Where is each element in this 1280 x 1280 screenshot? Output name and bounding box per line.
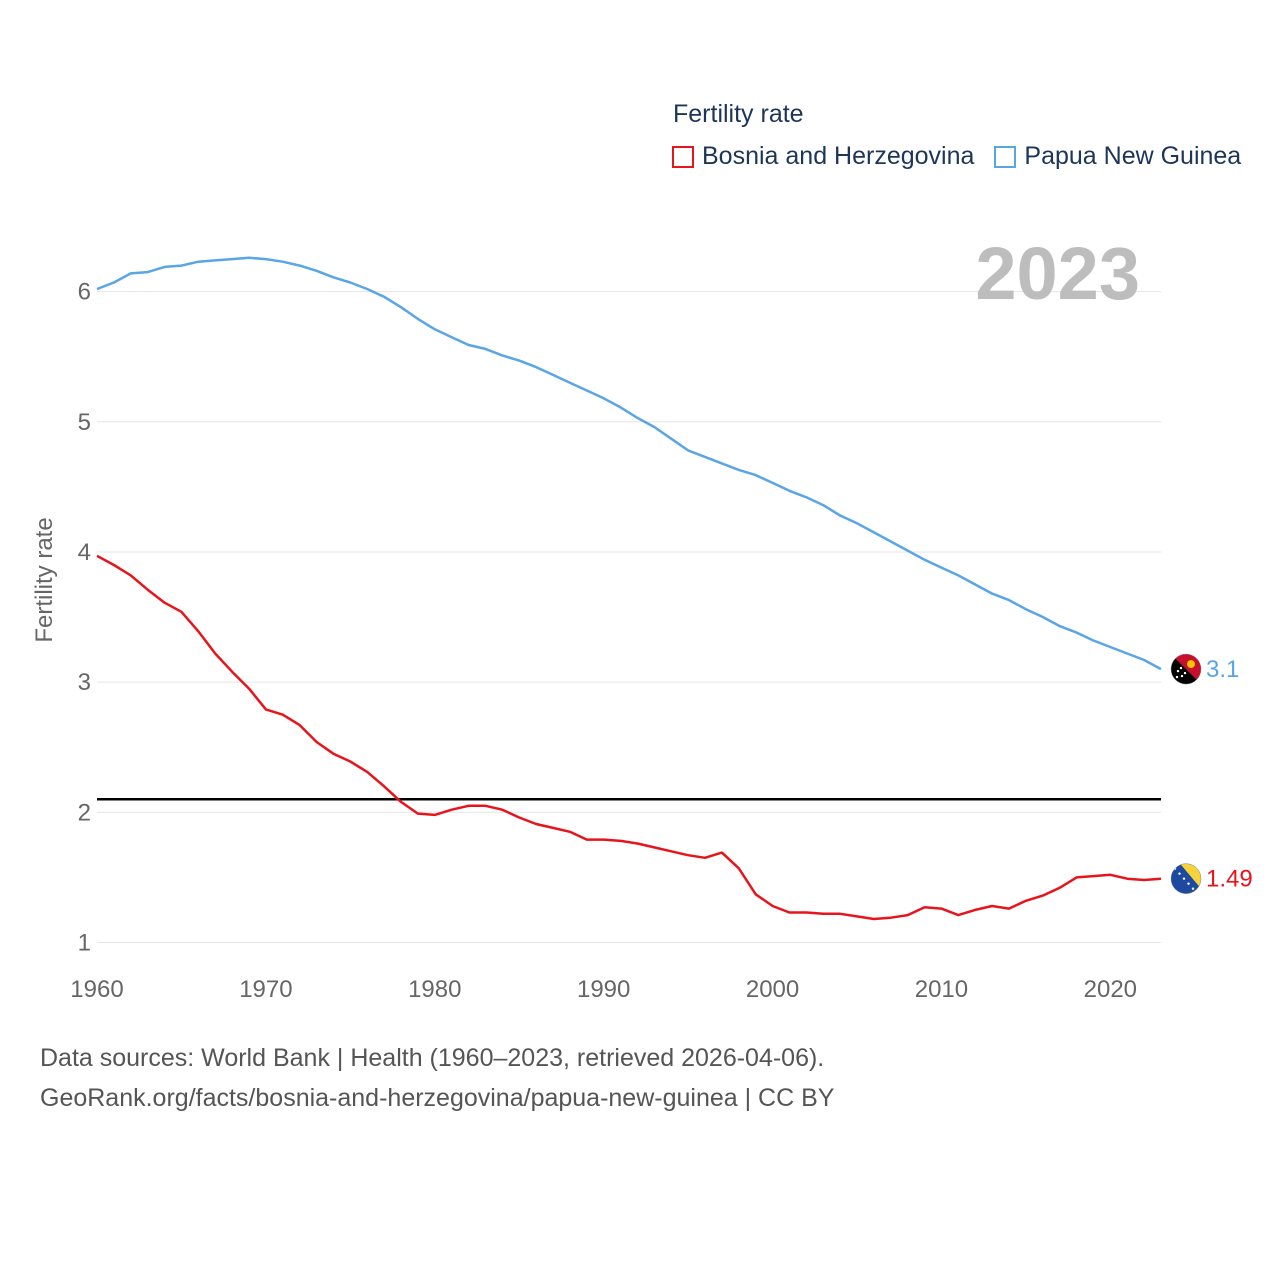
footer-url[interactable]: GeoRank.org/facts/bosnia-and-herzegovina… [40, 1084, 835, 1112]
bosnia-flag-icon [1170, 863, 1202, 894]
y-tick-label-5: 5 [78, 409, 91, 436]
legend-item-bosnia[interactable]: Bosnia and Herzegovina [672, 142, 974, 171]
series-end-markers: 1.49 3.1 [1170, 653, 1253, 894]
grid-lines [97, 291, 1161, 943]
x-tick-label-1980: 1980 [408, 976, 461, 1003]
legend-title: Fertility rate [673, 100, 804, 128]
x-tick-label-1960: 1960 [70, 976, 123, 1003]
series-lines [96, 256, 1162, 921]
x-tick-label-1970: 1970 [239, 976, 292, 1003]
y-tick-label-6: 6 [78, 279, 91, 306]
y-axis: 1 2 3 4 5 6 [78, 279, 91, 957]
footer-sources: Data sources: World Bank | Health (1960–… [40, 1044, 825, 1072]
year-label: 2023 [975, 232, 1140, 315]
x-tick-label-2020: 2020 [1084, 976, 1137, 1003]
y-axis-title: Fertility rate [31, 517, 58, 642]
y-tick-label-4: 4 [78, 539, 91, 566]
y-tick-label-2: 2 [78, 799, 91, 826]
legend-item-png[interactable]: Papua New Guinea [994, 142, 1241, 171]
series-end-label-1: 3.1 [1206, 656, 1239, 683]
series-line-1 [96, 256, 1162, 671]
series-end-label-0: 1.49 [1206, 866, 1253, 893]
x-tick-label-2000: 2000 [746, 976, 799, 1003]
x-axis: 1960 1970 1980 1990 2000 2010 2020 [70, 976, 1137, 1003]
legend: Bosnia and Herzegovina Papua New Guinea [672, 142, 1261, 171]
y-tick-label-1: 1 [78, 929, 91, 956]
legend-label-png: Papua New Guinea [1024, 142, 1242, 170]
series-line-0 [96, 554, 1162, 921]
x-tick-label-2010: 2010 [915, 976, 968, 1003]
legend-swatch-bosnia [672, 145, 694, 168]
legend-label-bosnia: Bosnia and Herzegovina [702, 142, 975, 170]
legend-swatch-png [994, 145, 1017, 168]
y-tick-label-3: 3 [78, 669, 91, 696]
x-tick-label-1990: 1990 [577, 976, 630, 1003]
png-flag-icon [1170, 653, 1202, 685]
